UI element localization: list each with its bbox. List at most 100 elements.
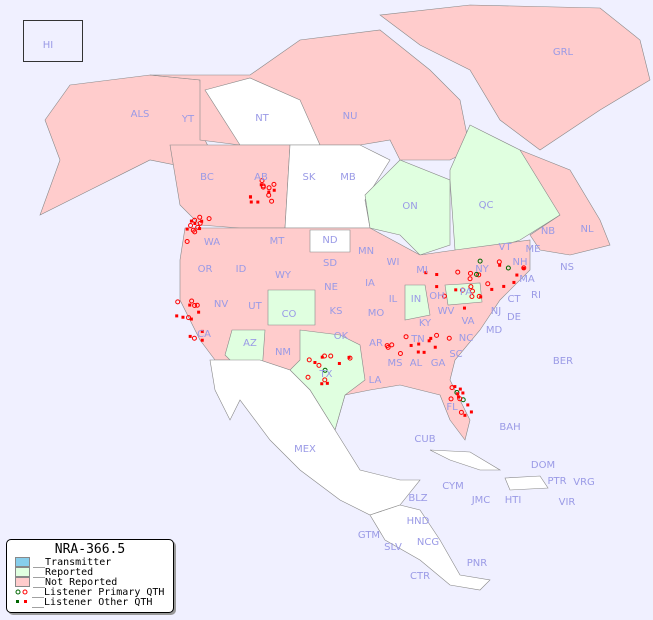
listener-marker: [200, 338, 204, 342]
region-label-me: ME: [525, 244, 541, 255]
listener-marker: [409, 343, 413, 347]
quebec: [449, 124, 561, 251]
listener-marker: [469, 288, 475, 294]
region-label-de: DE: [506, 312, 522, 323]
listener-marker: [347, 355, 351, 359]
listener-marker: [457, 396, 463, 402]
region-label-in: IN: [410, 294, 422, 305]
region-label-sk: SK: [302, 172, 316, 183]
listener-marker: [271, 181, 277, 187]
legend-not-reported: __Not Reported: [15, 577, 173, 588]
listener-marker: [272, 188, 276, 192]
region-label-hnd: HND: [406, 516, 430, 527]
listener-marker: [512, 280, 516, 284]
bc-ab: [169, 144, 291, 229]
region-label-ne: NE: [324, 282, 338, 293]
listener-marker: [433, 345, 437, 349]
listener-marker: [522, 266, 526, 270]
listener-marker: [434, 332, 440, 338]
region-label-hti: HTI: [504, 495, 522, 506]
region-label-ms: MS: [387, 358, 403, 369]
region-label-il: IL: [388, 294, 398, 305]
region-label-ut: UT: [248, 301, 262, 312]
listener-marker: [424, 271, 428, 275]
region-label-ri: RI: [531, 290, 541, 301]
listener-marker: [200, 219, 204, 223]
listener-marker: [422, 350, 426, 354]
region-label-ma: MA: [519, 274, 535, 285]
listener-marker: [189, 317, 193, 321]
colorado-reported: [267, 289, 316, 326]
region-label-nd: ND: [322, 235, 338, 246]
listener-marker: [397, 350, 403, 356]
region-label-ct: CT: [507, 294, 521, 305]
listener-marker: [197, 214, 203, 220]
region-label-ptr: PTR: [547, 476, 567, 487]
listener-marker: [322, 377, 328, 383]
listener-marker: [197, 220, 203, 226]
region-label-or: OR: [197, 264, 213, 275]
listener-marker: [181, 315, 185, 319]
cuba: [429, 449, 502, 471]
listener-marker: [313, 361, 317, 365]
listener-marker: [469, 293, 475, 299]
region-label-qc: QC: [478, 200, 494, 211]
listener-marker: [435, 285, 439, 289]
listener-marker: [453, 385, 457, 389]
listener-marker: [463, 413, 467, 417]
legend-reported: __Reported: [15, 567, 173, 578]
region-label-nj: NJ: [490, 306, 502, 317]
listener-marker: [189, 298, 195, 304]
listener-marker: [322, 353, 328, 359]
listener-marker: [249, 200, 253, 204]
listener-marker: [185, 227, 189, 231]
region-label-bc: BC: [200, 172, 214, 183]
listener-marker: [477, 258, 483, 264]
region-label-ok: OK: [333, 331, 349, 342]
listener-marker: [325, 381, 329, 385]
region-label-cym: CYM: [442, 481, 464, 492]
listener-marker: [448, 396, 454, 402]
region-label-la: LA: [368, 375, 382, 386]
listener-marker: [190, 227, 196, 233]
listener-marker: [466, 403, 470, 407]
region-label-ia: IA: [365, 278, 375, 289]
region-label-nm: NM: [274, 347, 292, 358]
hawaii-inset: [23, 20, 83, 62]
listener-marker: [328, 353, 334, 359]
legend: NRA-366.5 __Transmitter __Reported __Not…: [6, 539, 174, 613]
region-label-ns: NS: [560, 262, 574, 273]
listener-marker: [259, 178, 265, 184]
listener-marker: [320, 382, 324, 386]
listener-marker: [260, 184, 266, 190]
listener-marker: [468, 284, 474, 290]
region-label-on: ON: [402, 201, 418, 212]
region-label-ber: BER: [552, 356, 574, 367]
region-label-tx: TX: [319, 369, 333, 380]
listener-marker: [188, 223, 194, 229]
region-label-tn: TN: [411, 334, 425, 345]
listener-marker: [194, 302, 200, 308]
ontario: [364, 159, 451, 256]
region-label-mb: MB: [340, 172, 356, 183]
hispaniola: [504, 475, 549, 491]
listener-marker: [267, 190, 271, 194]
listener-marker: [200, 329, 204, 333]
greenland: [379, 4, 651, 151]
region-label-mex: MEX: [294, 444, 316, 455]
region-label-mi: MI: [416, 265, 428, 276]
listener-marker: [389, 342, 395, 348]
region-label-nv: NV: [213, 299, 229, 310]
nd-white: [309, 229, 351, 253]
texas-reported: [289, 329, 366, 431]
listener-marker: [467, 276, 473, 282]
region-label-nc: NC: [458, 333, 474, 344]
listener-marker: [474, 271, 480, 277]
listener-marker: [429, 336, 433, 340]
listener-marker: [188, 334, 192, 338]
region-label-az: AZ: [243, 338, 257, 349]
region-label-oh: OH: [429, 291, 445, 302]
region-label-ar: AR: [369, 338, 383, 349]
